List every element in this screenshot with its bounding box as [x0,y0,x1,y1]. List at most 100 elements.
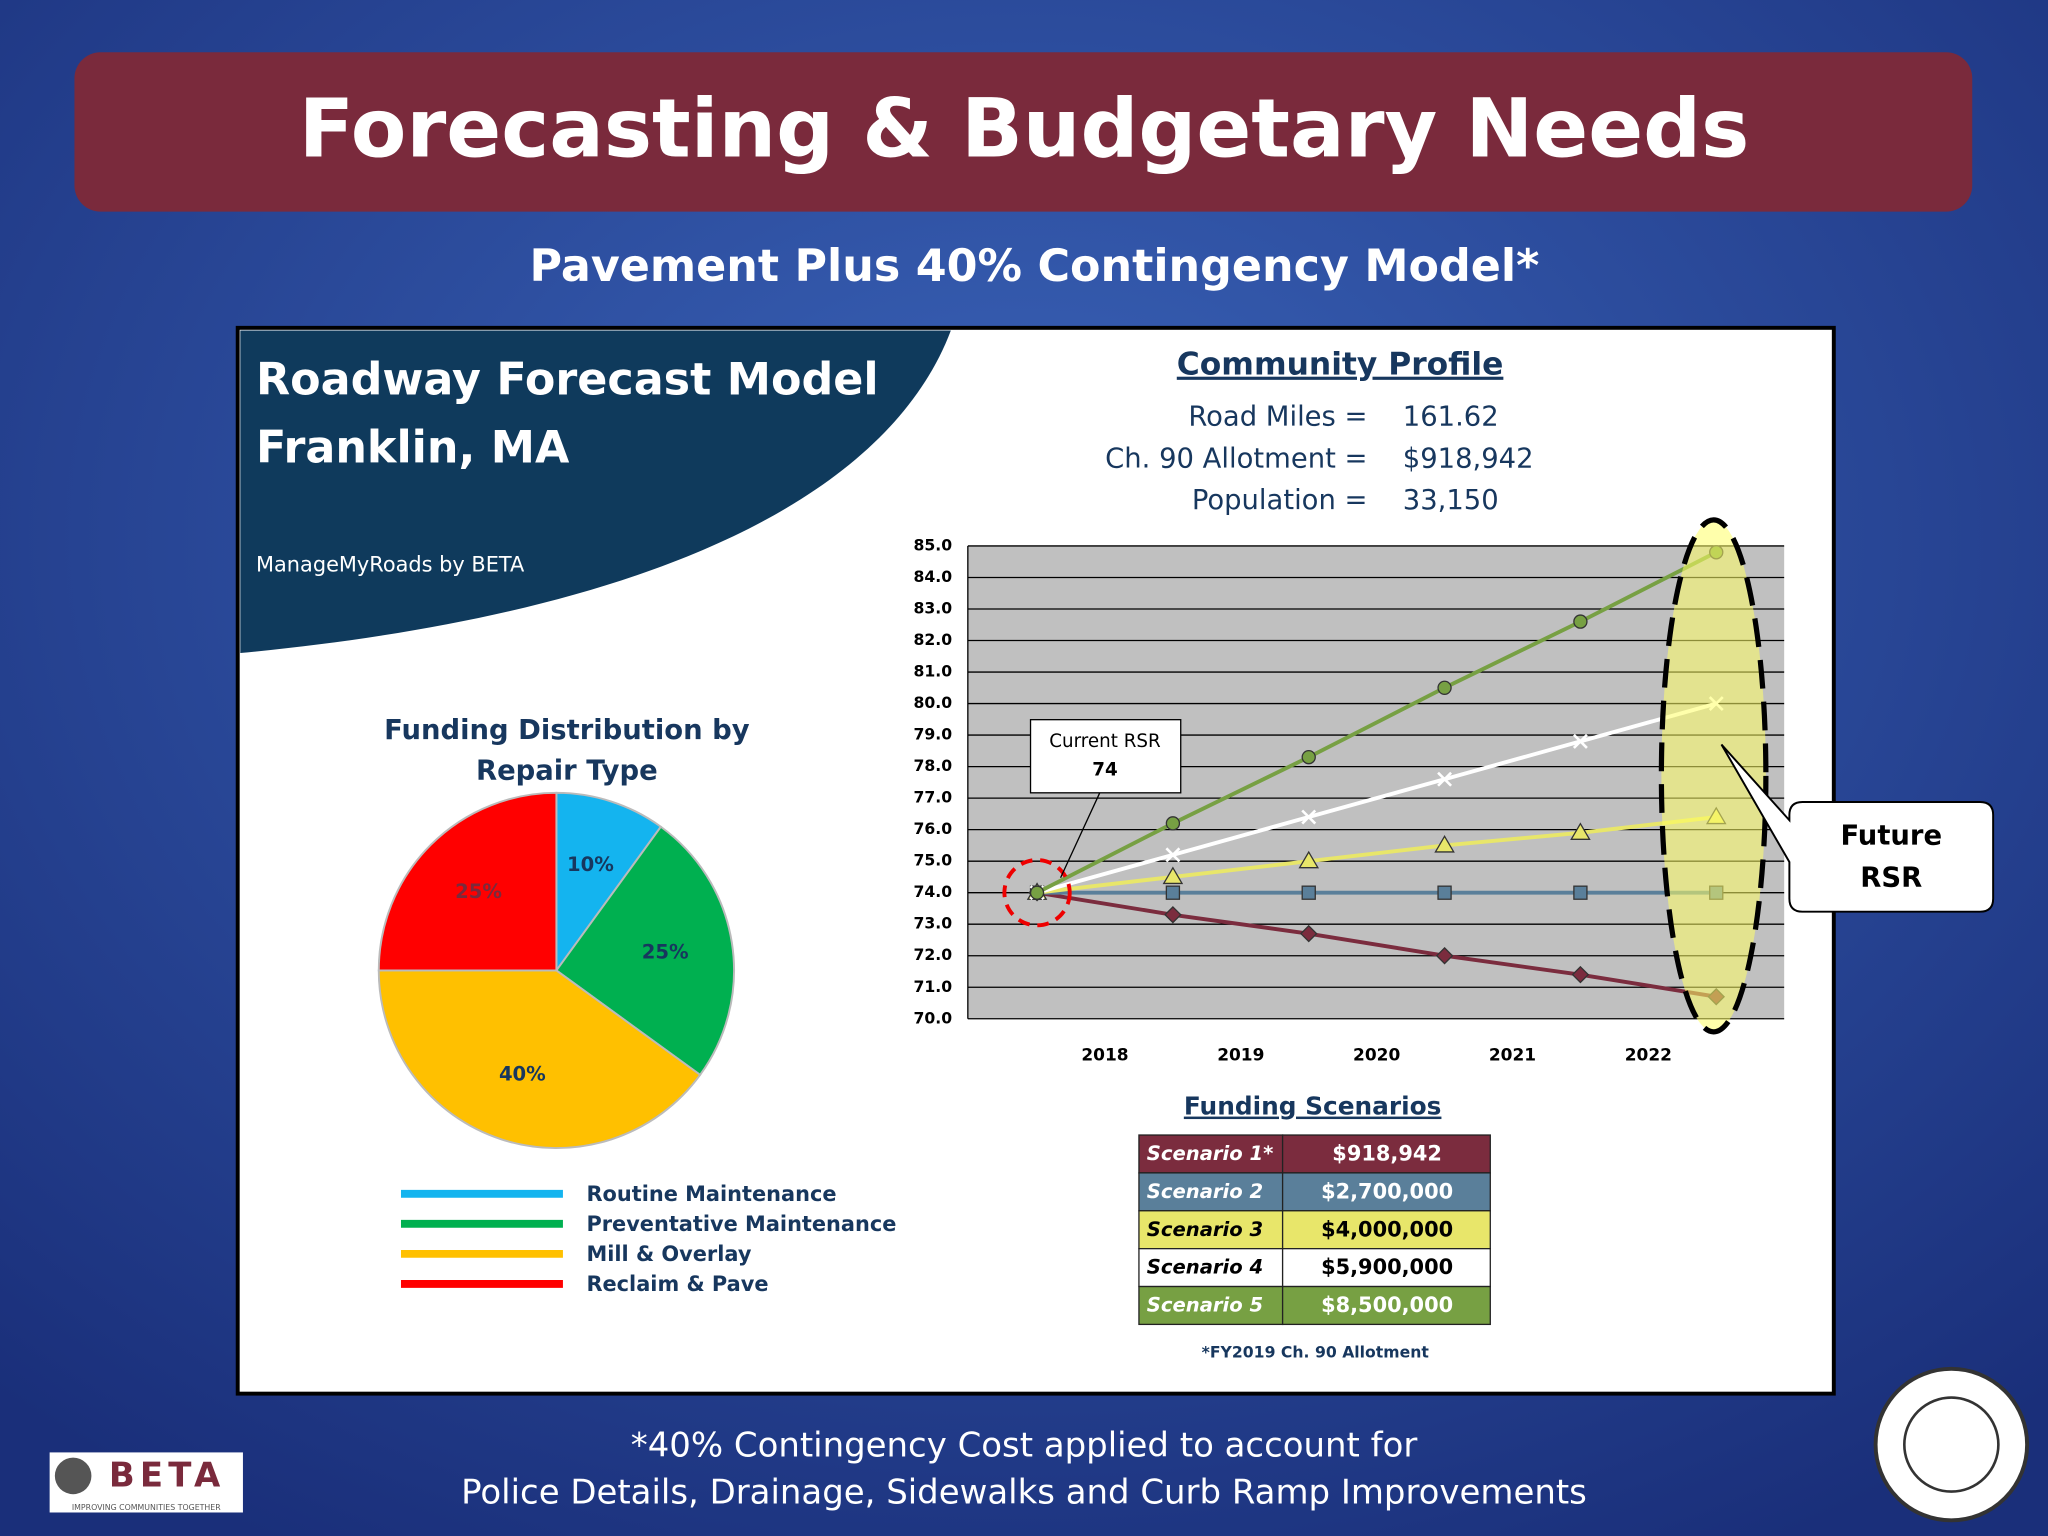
pie-label: 10% [567,853,614,876]
logo-text: BETA [109,1456,226,1496]
marker [1570,822,1591,840]
table-cell [1138,1134,1284,1174]
y-tick-label: 79.0 [914,725,953,744]
highlight-ellipse [1658,517,1769,1035]
pie-title: Repair Type [476,755,658,786]
profile-label: Ch. 90 Allotment = [1105,443,1367,474]
marker [1162,866,1184,885]
x-tick-label: 2022 [1625,1045,1672,1065]
pie-slice [377,969,702,1150]
funding-title: Funding Scenarios [1184,1092,1442,1121]
legend-label: Routine Maintenance [586,1182,836,1206]
y-tick-label: 80.0 [914,693,953,712]
marker [1029,885,1045,900]
footer: *40% Contingency Cost applied to account… [631,1426,1418,1466]
marker [1437,885,1452,900]
marker [1299,924,1318,943]
title-bar [74,52,1973,212]
swoosh [240,330,951,654]
table-cell [1281,1210,1491,1250]
marker [1573,885,1588,900]
pie-label: 40% [499,1063,546,1086]
pie-slice [555,791,663,974]
slide-title: Forecasting & Budgetary Needs [299,82,1750,176]
marker [1301,809,1317,825]
x-tick-label: 2019 [1217,1045,1264,1065]
callout-box [1720,743,1995,913]
seal [1873,1366,2030,1523]
x-tick-label: 2020 [1353,1045,1400,1065]
callout-text: RSR [1860,863,1922,894]
table-cell [1281,1247,1491,1288]
credit: ManageMyRoads by BETA [256,553,525,577]
scenario-name: Scenario 1* [1147,1142,1274,1165]
scenario-amount: $2,700,000 [1321,1179,1453,1203]
pie-label: 25% [455,880,502,903]
profile-label: Population = [1192,485,1368,516]
seal-ring [1903,1396,2000,1493]
marker [1437,680,1452,695]
y-tick-label: 81.0 [914,662,953,681]
y-tick-label: 71.0 [914,977,953,996]
marker [1165,816,1181,831]
y-tick-label: 72.0 [914,945,953,964]
pie-title: Funding Distribution by [384,715,750,746]
panel-title: Roadway Forecast Model [256,355,879,406]
table-cell [1281,1172,1491,1212]
series-line [1036,701,1717,895]
marker [1571,965,1590,984]
marker [1165,885,1181,900]
callout-text: 74 [1092,760,1117,781]
table-cell [1138,1247,1284,1288]
series-line [1036,815,1717,895]
pie-label: 25% [642,941,689,964]
funding-note: *FY2019 Ch. 90 Allotment [1202,1343,1430,1362]
logo-icon [54,1457,92,1495]
pie-slice [377,791,558,972]
scenario-amount: $8,500,000 [1321,1293,1453,1317]
legend-label: Mill & Overlay [586,1242,751,1266]
pie-slice [555,825,735,1077]
scenario-name: Scenario 5 [1147,1294,1263,1317]
y-tick-label: 77.0 [914,788,953,807]
marker [1572,733,1588,749]
callout-text: Future [1840,821,1942,852]
marker [1164,905,1182,924]
y-tick-label: 73.0 [914,914,953,933]
callout-pointer [1059,792,1101,878]
panel-title: Franklin, MA [256,423,570,474]
marker [1298,850,1320,869]
profile-label: Road Miles = [1188,401,1367,432]
scenario-name: Scenario 2 [1147,1180,1263,1203]
series-line [1036,550,1718,895]
marker [1573,614,1588,629]
profile-value: $918,942 [1403,443,1534,474]
y-tick-label: 84.0 [914,567,953,586]
scenario-name: Scenario 4 [1147,1256,1263,1279]
marker [1165,847,1181,863]
scenario-amount: $4,000,000 [1321,1217,1453,1241]
y-tick-label: 75.0 [914,851,953,870]
legend-label: Preventative Maintenance [586,1212,896,1236]
scenario-amount: $5,900,000 [1321,1255,1453,1279]
y-tick-label: 76.0 [914,819,953,838]
callout-text: Current RSR [1049,731,1161,752]
profile-title: Community Profile [1177,347,1504,383]
series-line [1036,890,1717,999]
table-cell [1281,1134,1491,1174]
subtitle: Pavement Plus 40% Contingency Model* [530,241,1540,292]
legend-label: Reclaim & Pave [586,1272,768,1296]
y-tick-label: 85.0 [914,535,953,554]
marker [1434,834,1455,853]
marker [1301,885,1316,900]
marker [1435,946,1454,965]
scenario-amount: $918,942 [1332,1142,1442,1166]
footer: Police Details, Drainage, Sidewalks and … [461,1473,1587,1513]
logo-tagline: IMPROVING COMMUNITIES TOGETHER [72,1503,221,1512]
profile-value: 161.62 [1403,401,1499,432]
marker [1301,749,1316,765]
marker [1437,771,1453,787]
y-tick-label: 83.0 [914,599,953,618]
